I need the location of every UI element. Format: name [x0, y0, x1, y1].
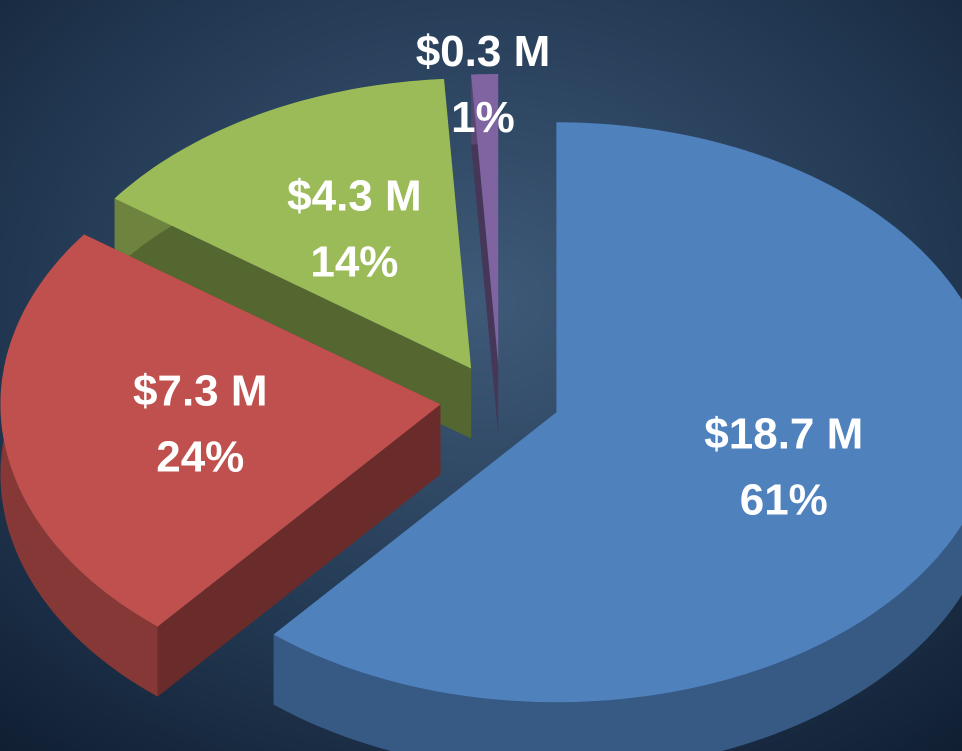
- value-label: $7.3 M: [133, 367, 268, 416]
- slice: [471, 74, 499, 364]
- percentage-label: 14%: [310, 237, 398, 286]
- percentage-label: 61%: [740, 475, 828, 524]
- slice: [114, 79, 472, 369]
- slice: [273, 122, 962, 703]
- value-label: $0.3 M: [416, 27, 551, 76]
- percentage-label: 24%: [156, 433, 244, 482]
- slice-wall: [471, 74, 499, 434]
- slice: [0, 234, 441, 627]
- slice-wall: [157, 404, 441, 697]
- value-label: $4.3 M: [287, 171, 422, 220]
- percentage-label: 1%: [451, 93, 515, 142]
- value-label: $18.7 M: [704, 409, 863, 458]
- slice-side: [273, 122, 962, 751]
